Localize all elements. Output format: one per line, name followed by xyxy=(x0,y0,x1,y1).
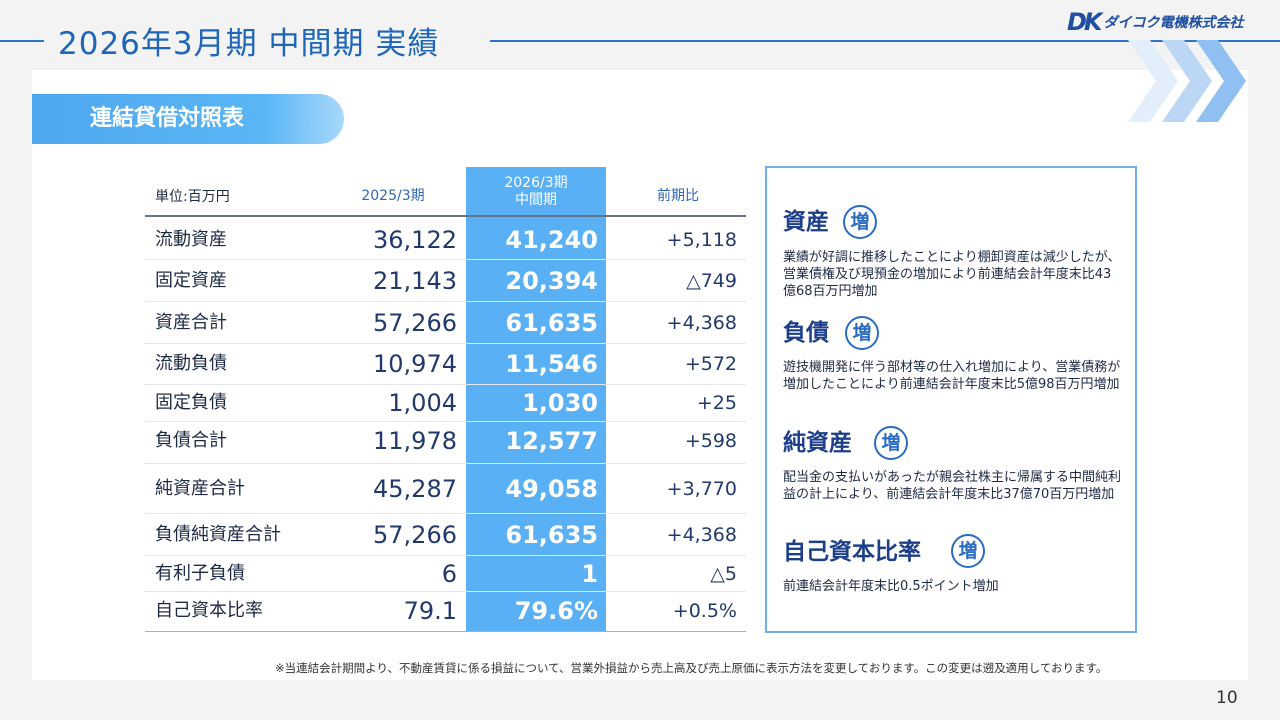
value-2026: 20,394 xyxy=(505,267,598,295)
logo-mark: DK xyxy=(1067,8,1102,36)
value-2026: 41,240 xyxy=(505,226,598,254)
value-2026: 1 xyxy=(581,560,598,588)
note-text-net-assets: 配当金の支払いがあったが親会社株主に帰属する中間純利益の計上により、前連結会計年… xyxy=(783,470,1122,502)
table-row: 負債合計 11,978 12,577 +598 xyxy=(145,425,746,457)
row-label: 自己資本比率 xyxy=(155,600,263,621)
row-rule xyxy=(145,555,746,556)
table-row: 固定負債 1,004 1,030 +25 xyxy=(145,387,746,419)
column-header-2026: 2026/3期 中間期 xyxy=(466,175,606,209)
value-2026: 79.6% xyxy=(514,597,598,625)
row-label: 負債純資産合計 xyxy=(155,524,281,545)
value-2025: 36,122 xyxy=(373,226,457,254)
value-2025: 10,974 xyxy=(373,350,457,378)
table-bottom-rule xyxy=(145,631,746,632)
value-diff: +0.5% xyxy=(672,600,737,622)
chevron-decoration-icon xyxy=(1128,40,1246,122)
table-row: 流動資産 36,122 41,240 +5,118 xyxy=(145,224,746,256)
row-label: 流動資産 xyxy=(155,229,227,250)
value-2026: 11,546 xyxy=(505,350,598,378)
value-2025: 45,287 xyxy=(373,475,457,503)
table-row: 純資産合計 45,287 49,058 +3,770 xyxy=(145,473,746,505)
column-header-2025: 2025/3期 xyxy=(361,188,425,204)
table-row: 負債純資産合計 57,266 61,635 +4,368 xyxy=(145,519,746,551)
row-label: 有利子負債 xyxy=(155,563,245,584)
value-diff: △5 xyxy=(710,563,737,585)
row-label: 資産合計 xyxy=(155,312,227,333)
row-rule xyxy=(145,259,746,260)
table-header-rule xyxy=(145,215,746,217)
row-rule xyxy=(145,463,746,464)
note-title-equity-ratio: 自己資本比率 xyxy=(783,539,921,565)
note-text-liabilities: 遊技機開発に伴う部材等の仕入れ増加により、営業債務が増加したことにより前連結会計… xyxy=(783,360,1121,392)
value-diff: +25 xyxy=(696,392,737,414)
page-number: 10 xyxy=(1216,688,1238,708)
value-diff: +3,770 xyxy=(666,478,737,500)
row-rule xyxy=(145,301,746,302)
note-title-net-assets: 純資産 xyxy=(783,430,852,456)
note-title-liabilities: 負債 xyxy=(783,320,829,346)
value-2025: 11,978 xyxy=(373,427,457,455)
increase-badge-icon: 増 xyxy=(874,426,908,460)
value-2025: 57,266 xyxy=(373,521,457,549)
row-label: 固定資産 xyxy=(155,270,227,291)
row-label: 純資産合計 xyxy=(155,478,245,499)
value-2025: 21,143 xyxy=(373,267,457,295)
unit-label: 単位:百万円 xyxy=(155,189,230,205)
row-label: 固定負債 xyxy=(155,392,227,413)
table-row: 流動負債 10,974 11,546 +572 xyxy=(145,348,746,380)
header-rule-left xyxy=(0,40,44,42)
company-logo: DK ダイコク電機株式会社 xyxy=(1063,8,1250,36)
section-tag: 連結貸借対照表 xyxy=(32,94,344,144)
row-label: 負債合計 xyxy=(155,430,227,451)
page-title: 2026年3月期 中間期 実績 xyxy=(58,26,440,62)
footnote: ※当連結会計期間より、不動産賃貸に係る損益について、営業外損益から売上高及び売上… xyxy=(275,661,1108,675)
value-2026: 49,058 xyxy=(505,475,598,503)
row-label: 流動負債 xyxy=(155,353,227,374)
value-2025: 1,004 xyxy=(388,389,457,417)
column-header-2026-line2: 中間期 xyxy=(515,192,557,208)
value-2025: 6 xyxy=(441,560,457,588)
value-diff: +598 xyxy=(684,430,737,452)
table-row: 自己資本比率 79.1 79.6% +0.5% xyxy=(145,595,746,627)
value-2026: 61,635 xyxy=(505,309,598,337)
row-rule xyxy=(145,384,746,385)
value-2026: 1,030 xyxy=(522,389,598,417)
value-2025: 57,266 xyxy=(373,309,457,337)
value-2026: 61,635 xyxy=(505,521,598,549)
value-diff: +4,368 xyxy=(666,312,737,334)
note-text-assets: 業績が好調に推移したことにより棚卸資産は減少したが、営業債権及び現預金の増加によ… xyxy=(783,250,1121,299)
note-title-assets: 資産 xyxy=(783,209,829,235)
logo-text: ダイコク電機株式会社 xyxy=(1103,15,1244,31)
value-diff: +572 xyxy=(684,353,737,375)
row-rule xyxy=(145,421,746,422)
value-diff: +5,118 xyxy=(666,229,737,251)
row-rule xyxy=(145,591,746,592)
increase-badge-icon: 増 xyxy=(951,534,985,568)
column-header-diff: 前期比 xyxy=(657,188,699,204)
table-row: 資産合計 57,266 61,635 +4,368 xyxy=(145,307,746,339)
increase-badge-icon: 増 xyxy=(843,205,877,239)
highlight-column xyxy=(466,167,606,632)
column-header-2026-line1: 2026/3期 xyxy=(504,175,568,191)
table-row: 有利子負債 6 1 △5 xyxy=(145,558,746,590)
note-text-equity-ratio: 前連結会計年度末比0.5ポイント増加 xyxy=(783,579,999,594)
header-rule-right xyxy=(490,40,1280,42)
value-diff: +4,368 xyxy=(666,524,737,546)
row-rule xyxy=(145,513,746,514)
row-rule xyxy=(145,343,746,344)
increase-badge-icon: 増 xyxy=(845,316,879,350)
value-2025: 79.1 xyxy=(403,597,457,625)
table-row: 固定資産 21,143 20,394 △749 xyxy=(145,265,746,297)
value-2026: 12,577 xyxy=(505,427,598,455)
value-diff: △749 xyxy=(686,270,737,292)
